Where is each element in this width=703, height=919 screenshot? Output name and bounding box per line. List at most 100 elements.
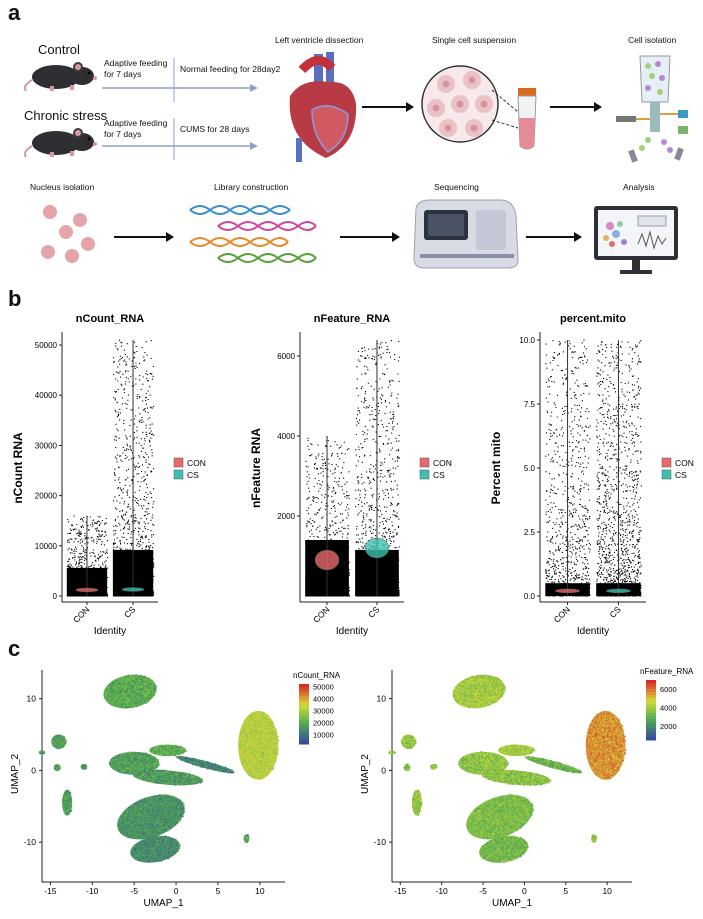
y-tick-label: 0	[53, 592, 58, 601]
sequencer-icon	[413, 199, 519, 269]
colorbar-segment	[646, 692, 656, 696]
cluster-points-high	[151, 744, 186, 757]
x-tick-label: 5	[563, 886, 568, 896]
panel-c-letter: c	[8, 636, 21, 661]
cluster-body	[109, 751, 160, 775]
colorbar-segment	[299, 693, 309, 697]
umap-cluster-14	[38, 750, 46, 755]
x-tick-label: 10	[602, 886, 612, 896]
umap-cluster-9	[51, 734, 67, 750]
umap-cluster-5	[176, 755, 235, 774]
y-tick-label: 20000	[35, 492, 58, 501]
cell-suspension-icon	[421, 65, 537, 150]
cluster-points-low	[238, 711, 280, 780]
umap-cluster-12	[430, 763, 438, 770]
heart-icon	[289, 52, 357, 162]
jitter-points	[355, 340, 400, 597]
jitter-points	[545, 339, 591, 597]
umap-cluster-10	[411, 789, 423, 816]
y-tick-label: 10000	[35, 542, 58, 551]
colorbar-segment	[646, 704, 656, 708]
y-tick-label: 0	[31, 765, 36, 775]
colorbar-segment	[646, 737, 656, 741]
colorbar-segment	[646, 701, 656, 705]
legend-swatch-con	[419, 457, 430, 468]
y-tick-label: 7.5	[524, 400, 536, 409]
x-tick-label: -10	[436, 886, 449, 896]
legend-label-con: CON	[433, 458, 452, 468]
x-tick-label: -5	[479, 886, 487, 896]
cluster-points-low	[388, 750, 397, 754]
umap-cluster-11	[53, 763, 62, 772]
cluster-points-high	[479, 835, 528, 864]
colorbar-tick-label: 6000	[660, 685, 677, 694]
violin-chart-3: percent.mito Percent mito 0.0 2.5 5.0 7.5 10.0…	[489, 313, 694, 637]
umap-cluster-8	[497, 744, 536, 757]
colorbar-segment	[646, 728, 656, 732]
umap-plots: -15 -10 -5 0 5 10 -10 0 10 UMAP_1 UMAP_2 nCount_RNA…	[10, 667, 694, 909]
cluster-points-low	[62, 789, 73, 815]
cluster-points-low	[52, 734, 66, 750]
umap-cluster-14	[388, 750, 397, 755]
violin-plots: nCount_RNA nCount RNA 0 10000 20000 30000 4000…	[11, 313, 694, 637]
x-tick-label: -15	[44, 886, 57, 896]
nuclei-icon	[41, 205, 95, 263]
x-axis-label: UMAP_1	[143, 898, 183, 909]
cluster-points-low	[585, 711, 626, 781]
x-axis-label: Identity	[577, 626, 609, 637]
cluster-points-high	[431, 764, 438, 770]
x-tick-label: CS	[607, 604, 623, 620]
cluster-body	[132, 769, 203, 786]
violin-body	[75, 587, 99, 593]
arrow-4	[340, 232, 400, 242]
umap-cluster-6	[117, 793, 186, 840]
chart-title: nCount_RNA	[76, 313, 144, 325]
x-axis-label: Identity	[336, 626, 368, 637]
y-tick-label: 0.0	[524, 592, 536, 601]
chronic-stress-label: Chronic stress	[24, 108, 108, 123]
violin-group-con	[305, 436, 350, 597]
colorbar-segment	[299, 684, 309, 688]
colorbar-title: nCount_RNA	[293, 671, 341, 680]
step-sequencing: Sequencing	[434, 182, 479, 192]
step-single-cell: Single cell suspension	[432, 35, 517, 45]
umap-cluster-2	[238, 710, 280, 780]
normal-feeding-label: Normal feeding for 28day2	[180, 64, 281, 74]
timeline-arrows	[102, 58, 258, 160]
colorbar-segment	[299, 717, 309, 721]
cluster-points-low	[245, 834, 250, 843]
cluster-points-low	[132, 835, 179, 862]
x-tick-label: CON	[552, 604, 572, 624]
y-tick-label: 30000	[35, 441, 58, 450]
colorbar-segment	[299, 729, 309, 733]
x-tick-label: 10	[255, 886, 265, 896]
legend-label-con: CON	[187, 458, 206, 468]
colorbar-segment	[646, 716, 656, 720]
y-axis-label: Percent mito	[489, 432, 503, 505]
umap-cluster-4	[132, 769, 204, 786]
legend-label-cs: CS	[187, 470, 199, 480]
cluster-body	[585, 710, 626, 780]
legend-swatch-cs	[419, 469, 430, 480]
colorbar-tick-label: 50000	[313, 682, 334, 691]
x-tick-label: -10	[86, 886, 99, 896]
violin-body	[314, 549, 340, 571]
cluster-points-low	[135, 769, 203, 786]
colorbar-segment	[299, 735, 309, 739]
colorbar-segment	[646, 689, 656, 693]
colorbar-segment	[299, 699, 309, 703]
chart-title: percent.mito	[560, 313, 626, 325]
umap-cluster-6	[466, 793, 535, 840]
cell-isolation-icon	[616, 55, 688, 163]
colorbar-tick-label: 30000	[313, 706, 334, 715]
cluster-points-low	[403, 763, 411, 771]
step-nucleus-isolation: Nucleus isolation	[30, 182, 95, 192]
colorbar-segment	[646, 710, 656, 714]
y-tick-label: 5.0	[524, 464, 536, 473]
cluster-points-low	[430, 764, 438, 769]
colorbar-tick-label: 2000	[660, 722, 677, 731]
umap-cluster-13	[591, 834, 598, 843]
colorbar-segment	[299, 687, 309, 691]
panel-b-letter: b	[8, 286, 22, 311]
y-tick-label: -10	[374, 837, 387, 847]
